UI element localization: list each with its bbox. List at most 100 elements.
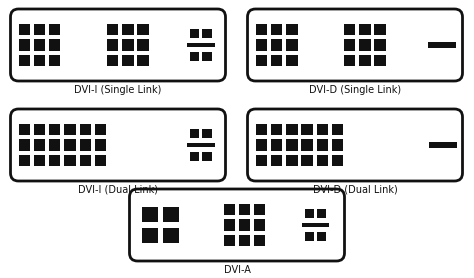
Bar xyxy=(359,54,371,66)
Bar xyxy=(271,155,283,166)
Bar xyxy=(224,204,235,215)
Bar xyxy=(137,24,149,36)
FancyBboxPatch shape xyxy=(247,109,463,181)
Bar xyxy=(286,39,298,51)
Bar xyxy=(255,219,265,230)
Bar xyxy=(286,155,298,166)
Bar xyxy=(190,52,199,61)
Bar xyxy=(317,232,326,241)
Bar xyxy=(80,140,91,151)
Bar xyxy=(239,235,250,246)
Bar xyxy=(190,152,199,161)
Bar xyxy=(359,24,371,36)
Bar xyxy=(34,39,46,51)
Bar xyxy=(305,209,314,218)
Bar xyxy=(142,227,158,243)
Bar xyxy=(34,124,46,135)
Bar xyxy=(64,140,76,151)
Bar xyxy=(34,24,46,36)
Bar xyxy=(271,140,283,151)
Bar xyxy=(95,140,106,151)
Bar xyxy=(122,39,134,51)
Bar xyxy=(239,204,250,215)
Bar xyxy=(49,24,61,36)
Bar xyxy=(256,124,267,135)
Bar xyxy=(256,39,267,51)
Bar xyxy=(255,204,265,215)
Bar xyxy=(256,24,267,36)
Text: DVI-D (Dual Link): DVI-D (Dual Link) xyxy=(313,185,397,195)
Bar xyxy=(122,54,134,66)
Bar xyxy=(374,54,386,66)
Bar xyxy=(332,140,343,151)
Bar xyxy=(34,155,46,166)
Bar xyxy=(332,155,343,166)
Bar xyxy=(286,24,298,36)
Text: DVI-D (Single Link): DVI-D (Single Link) xyxy=(309,85,401,95)
Bar xyxy=(34,140,46,151)
Bar xyxy=(317,209,326,218)
Bar xyxy=(317,155,328,166)
Bar xyxy=(107,39,118,51)
Bar xyxy=(271,54,283,66)
Bar xyxy=(301,124,313,135)
Bar xyxy=(286,54,298,66)
Bar xyxy=(49,54,61,66)
Bar xyxy=(64,124,76,135)
Bar xyxy=(202,152,211,161)
Bar xyxy=(187,143,215,147)
Text: DVI-A: DVI-A xyxy=(224,265,250,275)
Bar xyxy=(95,124,106,135)
Bar xyxy=(80,155,91,166)
Bar xyxy=(163,227,179,243)
Bar xyxy=(107,54,118,66)
Bar xyxy=(286,140,298,151)
Bar xyxy=(19,24,30,36)
Bar xyxy=(224,235,235,246)
Bar xyxy=(95,155,106,166)
Bar xyxy=(137,54,149,66)
Bar xyxy=(19,54,30,66)
Bar xyxy=(239,219,250,230)
Bar xyxy=(256,140,267,151)
FancyBboxPatch shape xyxy=(10,109,226,181)
Bar xyxy=(255,235,265,246)
Bar xyxy=(256,54,267,66)
Bar xyxy=(271,39,283,51)
Bar xyxy=(374,39,386,51)
Bar xyxy=(19,39,30,51)
Text: DVI-I (Dual Link): DVI-I (Dual Link) xyxy=(78,185,158,195)
Bar xyxy=(317,124,328,135)
Bar xyxy=(429,142,457,148)
Bar xyxy=(224,219,235,230)
Bar xyxy=(271,24,283,36)
Bar xyxy=(190,129,199,138)
Bar xyxy=(271,124,283,135)
Bar xyxy=(19,155,30,166)
Bar xyxy=(344,24,356,36)
Bar xyxy=(344,39,356,51)
Bar xyxy=(332,124,343,135)
Bar xyxy=(202,129,211,138)
Bar xyxy=(19,124,30,135)
Bar xyxy=(317,140,328,151)
Bar xyxy=(49,155,61,166)
Bar xyxy=(80,124,91,135)
FancyBboxPatch shape xyxy=(129,189,345,261)
Bar xyxy=(49,124,61,135)
Bar xyxy=(344,54,356,66)
Bar xyxy=(163,207,179,222)
Bar xyxy=(49,39,61,51)
Bar xyxy=(190,29,199,38)
Bar xyxy=(202,52,211,61)
Bar xyxy=(359,39,371,51)
Bar xyxy=(187,43,215,47)
Bar xyxy=(374,24,386,36)
Bar xyxy=(34,54,46,66)
Bar xyxy=(107,24,118,36)
Bar xyxy=(286,124,298,135)
FancyBboxPatch shape xyxy=(247,9,463,81)
Bar xyxy=(301,223,329,227)
Bar xyxy=(301,155,313,166)
Bar xyxy=(202,29,211,38)
